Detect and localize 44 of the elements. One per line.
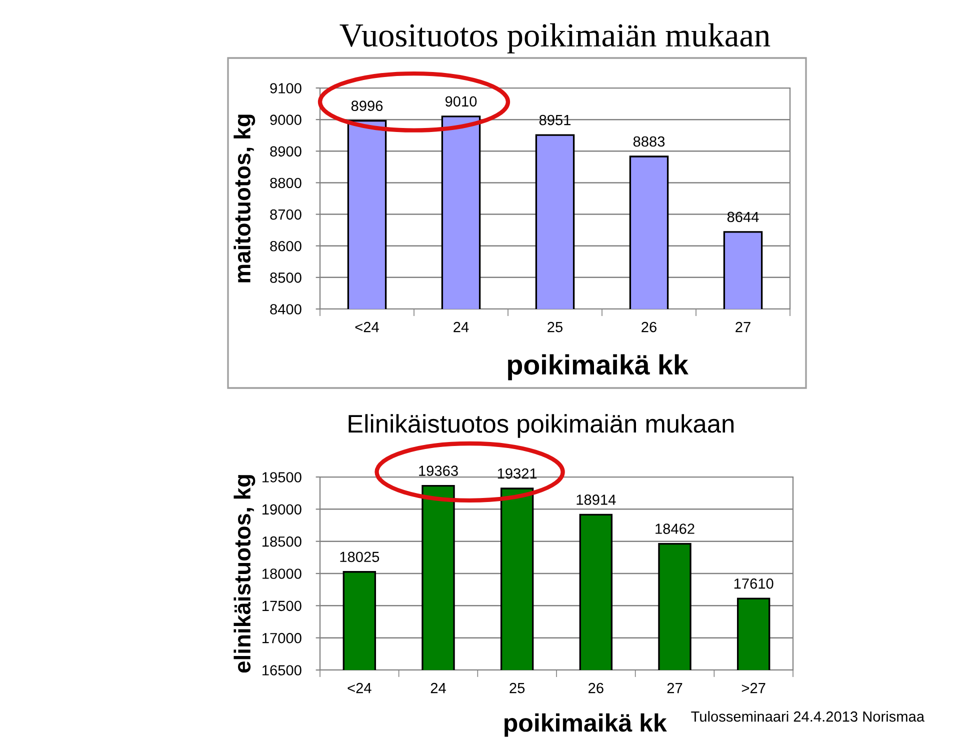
data-label: 18025 [340, 552, 380, 562]
x-tick-label: <24 [355, 322, 379, 332]
data-label: 8644 [727, 212, 759, 222]
y-tick-label: 18500 [262, 536, 302, 547]
x-tick-label: 26 [588, 682, 604, 694]
y-tick-label: 16500 [262, 665, 302, 676]
y-tick-label: 8500 [270, 272, 302, 283]
data-label: 8883 [633, 136, 665, 147]
data-label: 19363 [419, 466, 458, 476]
data-label: 17610 [734, 578, 774, 589]
y-tick-label: 8800 [270, 178, 302, 188]
x-tick-label: <24 [348, 682, 372, 694]
chart-title: Vuosituotos poikimaiän mukaan [340, 23, 770, 54]
data-label: 8951 [539, 114, 571, 126]
y-tick-label: 9100 [270, 83, 302, 94]
y-tick-label: 19000 [262, 504, 302, 515]
y-tick-label: 18000 [262, 568, 302, 579]
x-tick-label: 24 [430, 682, 446, 694]
data-label: 18462 [656, 524, 694, 534]
data-label: 19321 [498, 468, 537, 479]
x-tick-label: 24 [454, 322, 469, 332]
data-label: 9010 [445, 96, 477, 107]
x-tick-label: 27 [667, 682, 682, 694]
y-tick-label: 8700 [270, 209, 302, 220]
y-tick-label: 9000 [270, 114, 302, 125]
data-label: 18914 [576, 494, 616, 505]
text: Tulosseminaari 24.4.2013 Norismaa [691, 711, 924, 722]
y-tick-label: 8600 [270, 240, 302, 252]
y-tick-label: 19500 [262, 472, 302, 482]
x-tick-label: 26 [642, 322, 656, 332]
y-tick-label: 8400 [270, 304, 302, 314]
y-tick-label: 17000 [262, 632, 302, 644]
y-axis-title: elinikäistuotos, kg [234, 475, 256, 673]
x-tick-label: 27 [736, 322, 750, 332]
y-axis-title: maitotuotos, kg [234, 114, 256, 282]
x-tick-label: 25 [510, 682, 525, 694]
x-axis-title: poikimaikä kk [508, 354, 688, 380]
data-label: 8996 [351, 100, 383, 112]
x-tick-label: 25 [548, 322, 562, 332]
chart-title: Elinikäistuotos poikimaiän mukaan [348, 414, 734, 438]
x-axis-title: poikimaikä kk [504, 713, 667, 737]
y-tick-label: 17500 [262, 600, 302, 612]
y-tick-label: 8900 [270, 146, 302, 157]
x-tick-label: >27 [742, 682, 766, 694]
